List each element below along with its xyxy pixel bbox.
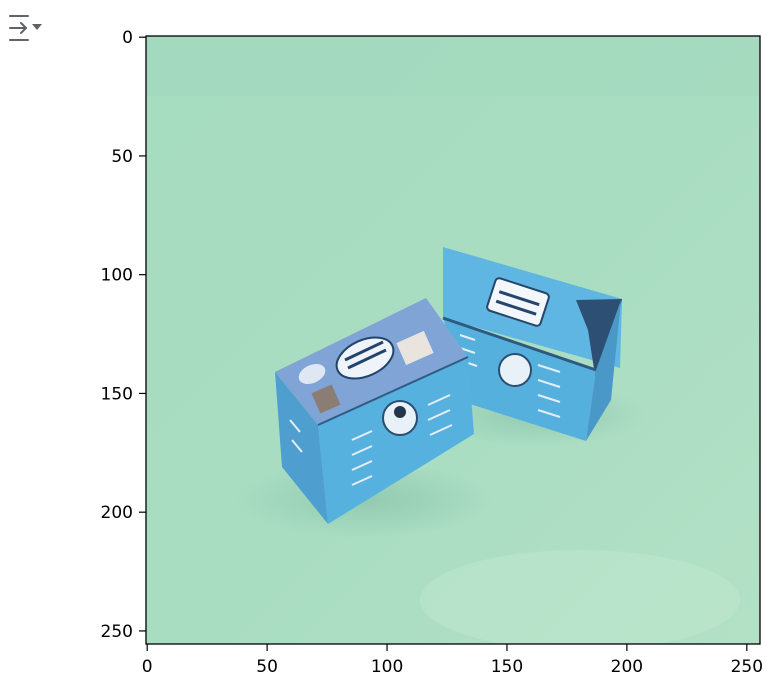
box-left-figure	[311, 384, 341, 414]
x-axis: 0 50 100 150 200 250	[142, 644, 763, 677]
y-tick-label: 100	[101, 266, 133, 286]
image-area	[146, 36, 760, 644]
box-right	[442, 247, 622, 441]
box-left-text-lines	[289, 394, 453, 486]
image-top-shade	[146, 36, 760, 96]
box-left-side	[275, 372, 328, 524]
box-left-figure	[396, 330, 434, 366]
box-right-logo-mark	[495, 290, 540, 316]
y-tick-label: 250	[101, 622, 133, 642]
x-tick-label: 250	[731, 657, 763, 677]
axes-frame	[145, 35, 761, 645]
output-collapse-icon[interactable]	[6, 8, 46, 48]
box-right-edge	[442, 316, 597, 372]
y-tick-label: 150	[101, 384, 133, 404]
x-tick-label: 200	[611, 657, 643, 677]
y-axis: 0 50 100 150 200 250	[101, 28, 146, 642]
box-left-edge	[317, 356, 469, 426]
y-tick-label: 200	[101, 503, 133, 523]
x-tick-label: 100	[371, 657, 403, 677]
x-tick-label: 0	[142, 657, 153, 677]
box-right-inner	[576, 299, 622, 395]
y-tick-label: 0	[122, 28, 133, 48]
y-tick-label: 50	[111, 147, 133, 167]
box-left-logo-mark	[344, 340, 387, 370]
box-right-emblem	[498, 353, 532, 387]
box-right-side	[586, 300, 621, 441]
floor-highlight	[420, 550, 740, 644]
x-tick-label: 50	[256, 657, 278, 677]
box-left	[275, 298, 474, 524]
x-tick-label: 150	[491, 657, 523, 677]
box-left-figure	[298, 363, 326, 385]
box-left-emblem-dot	[394, 406, 406, 418]
